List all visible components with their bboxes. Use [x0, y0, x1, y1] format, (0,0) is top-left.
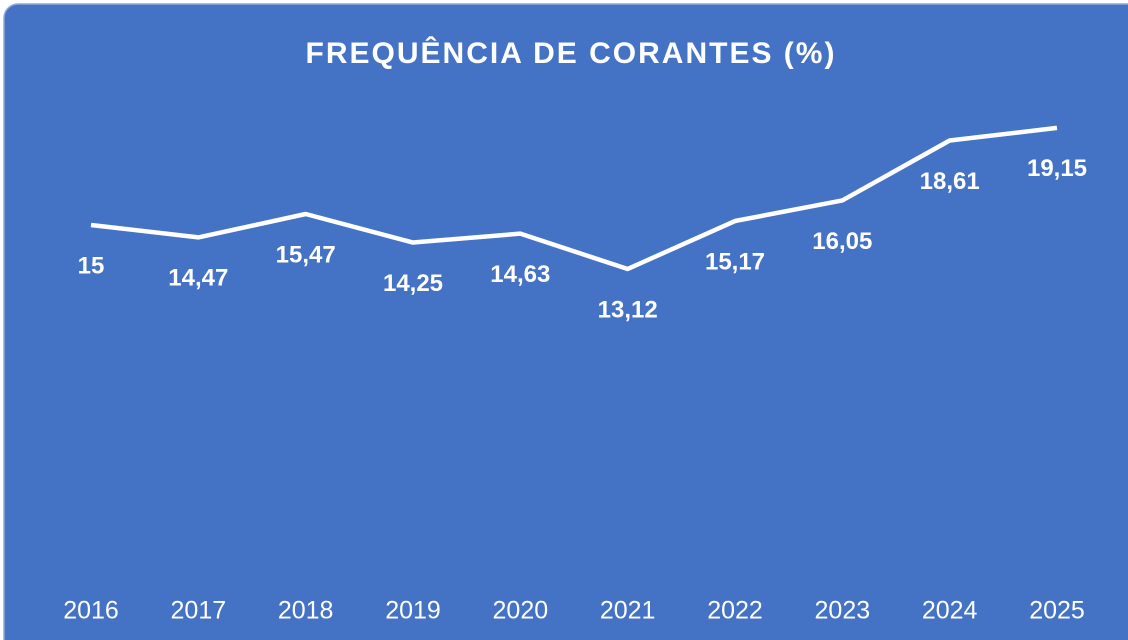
data-label: 14,47 [168, 265, 228, 292]
data-label-background [377, 269, 449, 300]
data-label-background [55, 252, 127, 282]
x-tick-label: 2019 [385, 597, 441, 625]
data-label-background [484, 260, 557, 291]
data-label: 16,05 [812, 228, 872, 255]
x-tick-label: 2020 [493, 597, 549, 625]
data-label-background [269, 241, 342, 272]
data-label: 18,61 [920, 168, 980, 195]
data-label: 14,63 [490, 261, 550, 288]
data-label: 15,17 [705, 248, 765, 275]
data-label-background [1021, 154, 1093, 185]
data-label-background [806, 227, 879, 258]
data-label-background [699, 248, 771, 279]
chart-background [3, 3, 1128, 640]
x-tick-label: 2025 [1029, 597, 1085, 625]
data-label: 19,15 [1027, 155, 1087, 182]
line [90, 125, 1058, 272]
x-tick-label: 2024 [922, 597, 978, 625]
data-label: 14,25 [383, 270, 443, 297]
data-label-background [162, 264, 235, 295]
data-label-background [913, 167, 986, 198]
data-label: 15,47 [276, 241, 336, 268]
data-label: 13,12 [598, 296, 658, 323]
x-tick-label: 2022 [707, 597, 763, 625]
x-tick-label: 2017 [171, 597, 227, 625]
data-label: 15 [78, 252, 105, 279]
x-tick-label: 2018 [278, 597, 334, 625]
chart-title: FREQUÊNCIA DE CORANTES (%) [306, 36, 837, 70]
x-tick-label: 2023 [815, 597, 871, 625]
data-label-background [591, 295, 664, 326]
x-tick-label: 2021 [600, 597, 656, 625]
x-tick-label: 2016 [63, 597, 119, 625]
